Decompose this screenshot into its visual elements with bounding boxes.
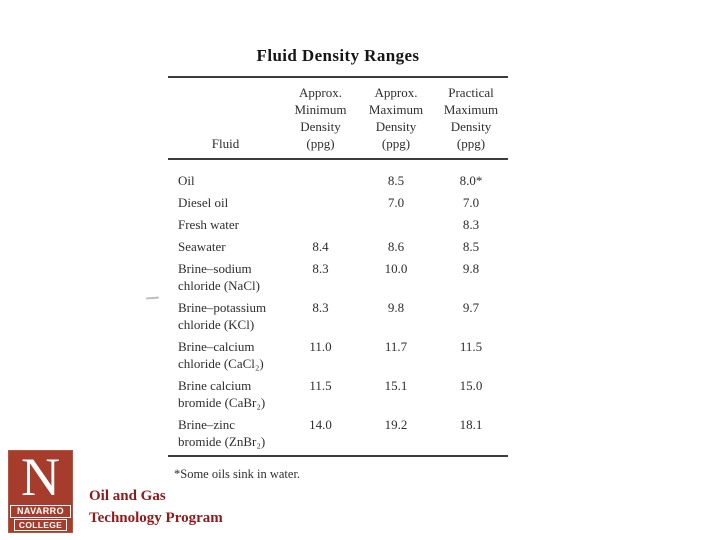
table-header-row: Fluid Approx. Minimum Density (ppg) Appr… [168,78,508,158]
max-density-value: 9.8 [387,300,405,315]
table-row: Brine–potassium chloride (KCl) 8.3 9.8 9.7 [168,299,508,333]
table-row: Brine–sodium chloride (NaCl) 8.3 10.0 9.8 [168,260,508,294]
table-body: Oil 8.5 8.0* Diesel oil 7.0 7.0 Fresh water 8.3… [168,172,508,450]
practical-max-density-value: 18.1 [459,417,483,432]
table-row: Diesel oil 7.0 7.0 [168,194,508,211]
table-title: Fluid Density Ranges [256,46,420,65]
practical-max-density-value: 9.7 [462,300,480,315]
fluid-name: Diesel oil [178,195,229,210]
fluid-name: Oil [178,173,195,188]
practical-max-density-value: 8.3 [462,217,480,232]
column-header-fluid: Fluid [211,136,240,151]
min-density-value: 11.0 [309,339,332,354]
max-density-value: 15.1 [384,378,408,393]
table-row: Brine calcium bromide (CaBr₂) 11.5 15.1 15.0 [168,377,508,411]
max-density-value: 11.7 [384,339,408,354]
fluid-name: Brine–calcium chloride (CaCl₂) [178,339,264,371]
fluid-density-table: Fluid Density Ranges Fluid Approx. Minim… [168,44,508,483]
scan-smudge-artifact [145,296,160,300]
table-bottom-rule [168,455,508,457]
fluid-name: Brine calcium bromide (CaBr₂) [178,378,266,410]
max-density-value: 7.0 [387,195,405,210]
table-row: Fresh water 8.3 [168,216,508,233]
practical-max-density-value: 8.0* [459,173,483,188]
fluid-name: Brine–potassium chloride (KCl) [178,300,267,332]
program-title-line2: Technology Program [89,510,223,526]
fluid-name: Brine–zinc bromide (ZnBr₂) [178,417,266,449]
practical-max-density-value: 9.8 [462,261,480,276]
practical-max-density-value: 11.5 [459,339,483,354]
navarro-college-logo: N NAVARRO COLLEGE [8,450,73,533]
program-title-line1: Oil and Gas [89,488,166,504]
practical-max-density-value: 8.5 [462,239,480,254]
max-density-value: 10.0 [384,261,408,276]
practical-max-density-value: 15.0 [459,378,483,393]
min-density-value: 11.5 [309,378,332,393]
min-density-value: 8.4 [312,239,329,254]
max-density-value: 8.6 [387,239,405,254]
column-header-approx-maximum-density: Approx. Maximum Density (ppg) [368,85,424,151]
table-top-rule [168,76,508,78]
table-footnote: *Some oils sink in water. [174,467,301,481]
min-density-value: 8.3 [312,261,329,276]
table-header-rule [168,158,508,160]
fluid-name: Seawater [178,239,226,254]
min-density-value: 8.3 [312,300,329,315]
table-row: Oil 8.5 8.0* [168,172,508,189]
fluid-name: Fresh water [178,217,240,232]
program-title: Oil and Gas Technology Program [89,485,223,529]
min-density-value: 14.0 [309,417,332,432]
practical-max-density-value: 7.0 [462,195,480,210]
column-header-practical-maximum-density: Practical Maximum Density (ppg) [443,85,499,151]
table-row: Brine–zinc bromide (ZnBr₂) 14.0 19.2 18.1 [168,416,508,450]
logo-navarro-banner: NAVARRO [10,505,71,518]
logo-college-banner: COLLEGE [14,519,67,531]
table-row: Brine–calcium chloride (CaCl₂) 11.0 11.7 11.… [168,338,508,372]
fluid-name: Brine–sodium chloride (NaCl) [178,261,260,293]
column-header-approx-minimum-density: Approx. Minimum Density (ppg) [294,85,347,151]
max-density-value: 19.2 [384,417,408,432]
logo-letter-n: N [21,447,60,507]
table-row: Seawater 8.4 8.6 8.5 [168,238,508,255]
max-density-value: 8.5 [387,173,405,188]
